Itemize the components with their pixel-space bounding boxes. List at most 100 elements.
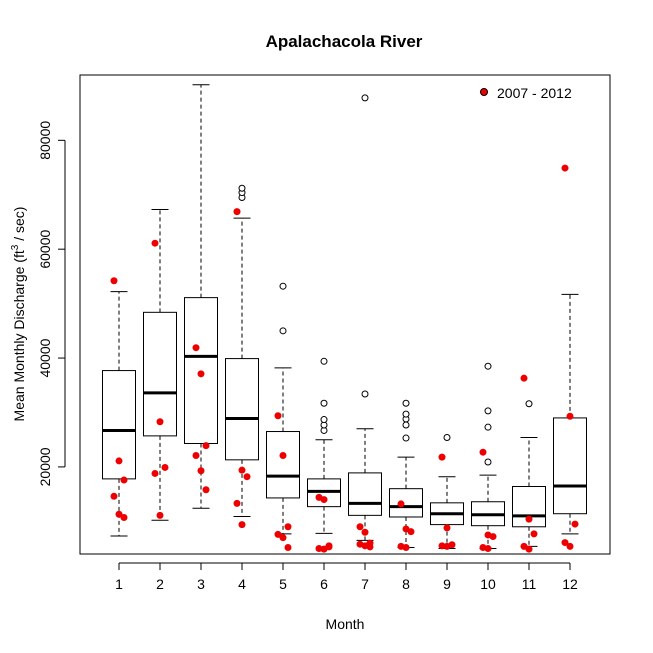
box-month-2 [143,208,177,521]
highlight-point [566,412,574,420]
highlight-point [525,545,533,553]
highlight-point [361,528,369,536]
box-iqr [389,488,423,518]
highlight-point [571,520,579,528]
highlight-point [489,533,497,541]
highlight-point [443,524,451,532]
highlight-points [110,164,579,553]
y-axis-label-main: Mean Monthly Discharge (ft [11,250,27,421]
highlight-point [284,523,292,531]
box-month-10 [471,362,505,550]
x-tick-label: 6 [320,576,328,592]
outlier-point [443,434,451,442]
highlight-point [197,467,205,475]
highlight-point [366,543,374,551]
outlier-point [484,458,492,466]
outlier-point [484,423,492,431]
y-axis: 20000 40000 60000 80000 [37,121,66,486]
legend: 2007 - 2012 [480,85,572,101]
x-tick-label: 2 [156,576,164,592]
highlight-point [397,500,405,508]
boxplot-series [102,84,587,550]
x-tick-label: 9 [443,576,451,592]
outlier-point [320,357,328,365]
highlight-point [279,534,287,542]
outlier-point [320,416,328,424]
x-tick-label: 4 [238,576,246,592]
highlight-point [238,466,246,474]
highlight-point [356,523,364,531]
highlight-point [520,374,528,382]
box-month-3 [184,84,218,509]
highlight-point [151,469,159,477]
box-month-5 [266,282,300,535]
highlight-point [279,451,287,459]
highlight-point [156,418,164,426]
box-month-9 [430,434,464,550]
x-tick-label: 7 [361,576,369,592]
outlier-point [484,407,492,415]
highlight-point [402,543,410,551]
box-month-8 [389,399,423,548]
legend-marker [480,88,488,96]
outlier-point [402,399,410,407]
highlight-point [238,521,246,529]
box-month-6 [307,357,341,534]
highlight-point [110,277,118,285]
y-axis-label: Mean Monthly Discharge (ft3 / sec) [10,207,27,422]
box-month-11 [512,400,546,547]
outlier-point [484,362,492,370]
x-tick-label: 5 [279,576,287,592]
highlight-point [192,344,200,352]
y-tick-label: 80000 [37,121,53,160]
box-iqr [143,311,177,437]
highlight-point [284,543,292,551]
highlight-point [320,496,328,504]
outlier-point [525,400,533,408]
outlier-point [279,282,287,290]
highlight-point [407,528,415,536]
outlier-point [320,399,328,407]
highlight-point [561,164,569,172]
highlight-point [243,473,251,481]
highlight-point [156,511,164,519]
y-axis-label-sup: 3 [10,244,21,250]
outlier-point [402,410,410,418]
outlier-point [238,184,246,192]
highlight-point [443,542,451,550]
outlier-point [361,390,369,398]
x-tick-label: 8 [402,576,410,592]
highlight-point [479,448,487,456]
legend-label: 2007 - 2012 [497,85,572,101]
y-tick-label: 40000 [37,338,53,377]
highlight-point [233,208,241,216]
box-iqr [553,417,587,515]
highlight-point [530,530,538,538]
highlight-point [325,543,333,551]
box-iqr [348,472,382,516]
highlight-point [561,539,569,547]
highlight-point [438,453,446,461]
highlight-point [274,412,282,420]
highlight-point [151,239,159,247]
y-tick-label: 60000 [37,230,53,269]
highlight-point [192,451,200,459]
highlight-point [233,499,241,507]
x-tick-label: 12 [562,576,578,592]
highlight-point [197,370,205,378]
highlight-point [202,442,210,450]
highlight-point [115,457,123,465]
highlight-point [274,530,282,538]
box-month-7 [348,94,382,541]
x-tick-label: 1 [115,576,123,592]
outlier-point [402,421,410,429]
box-iqr [225,358,259,461]
x-axis: 1 2 3 4 5 6 7 8 9 10 11 12 [115,562,578,592]
y-tick-label: 20000 [37,447,53,486]
highlight-point [525,515,533,523]
highlight-point [484,545,492,553]
box-month-12 [553,293,587,535]
highlight-point [566,542,574,550]
box-month-1 [102,291,136,537]
